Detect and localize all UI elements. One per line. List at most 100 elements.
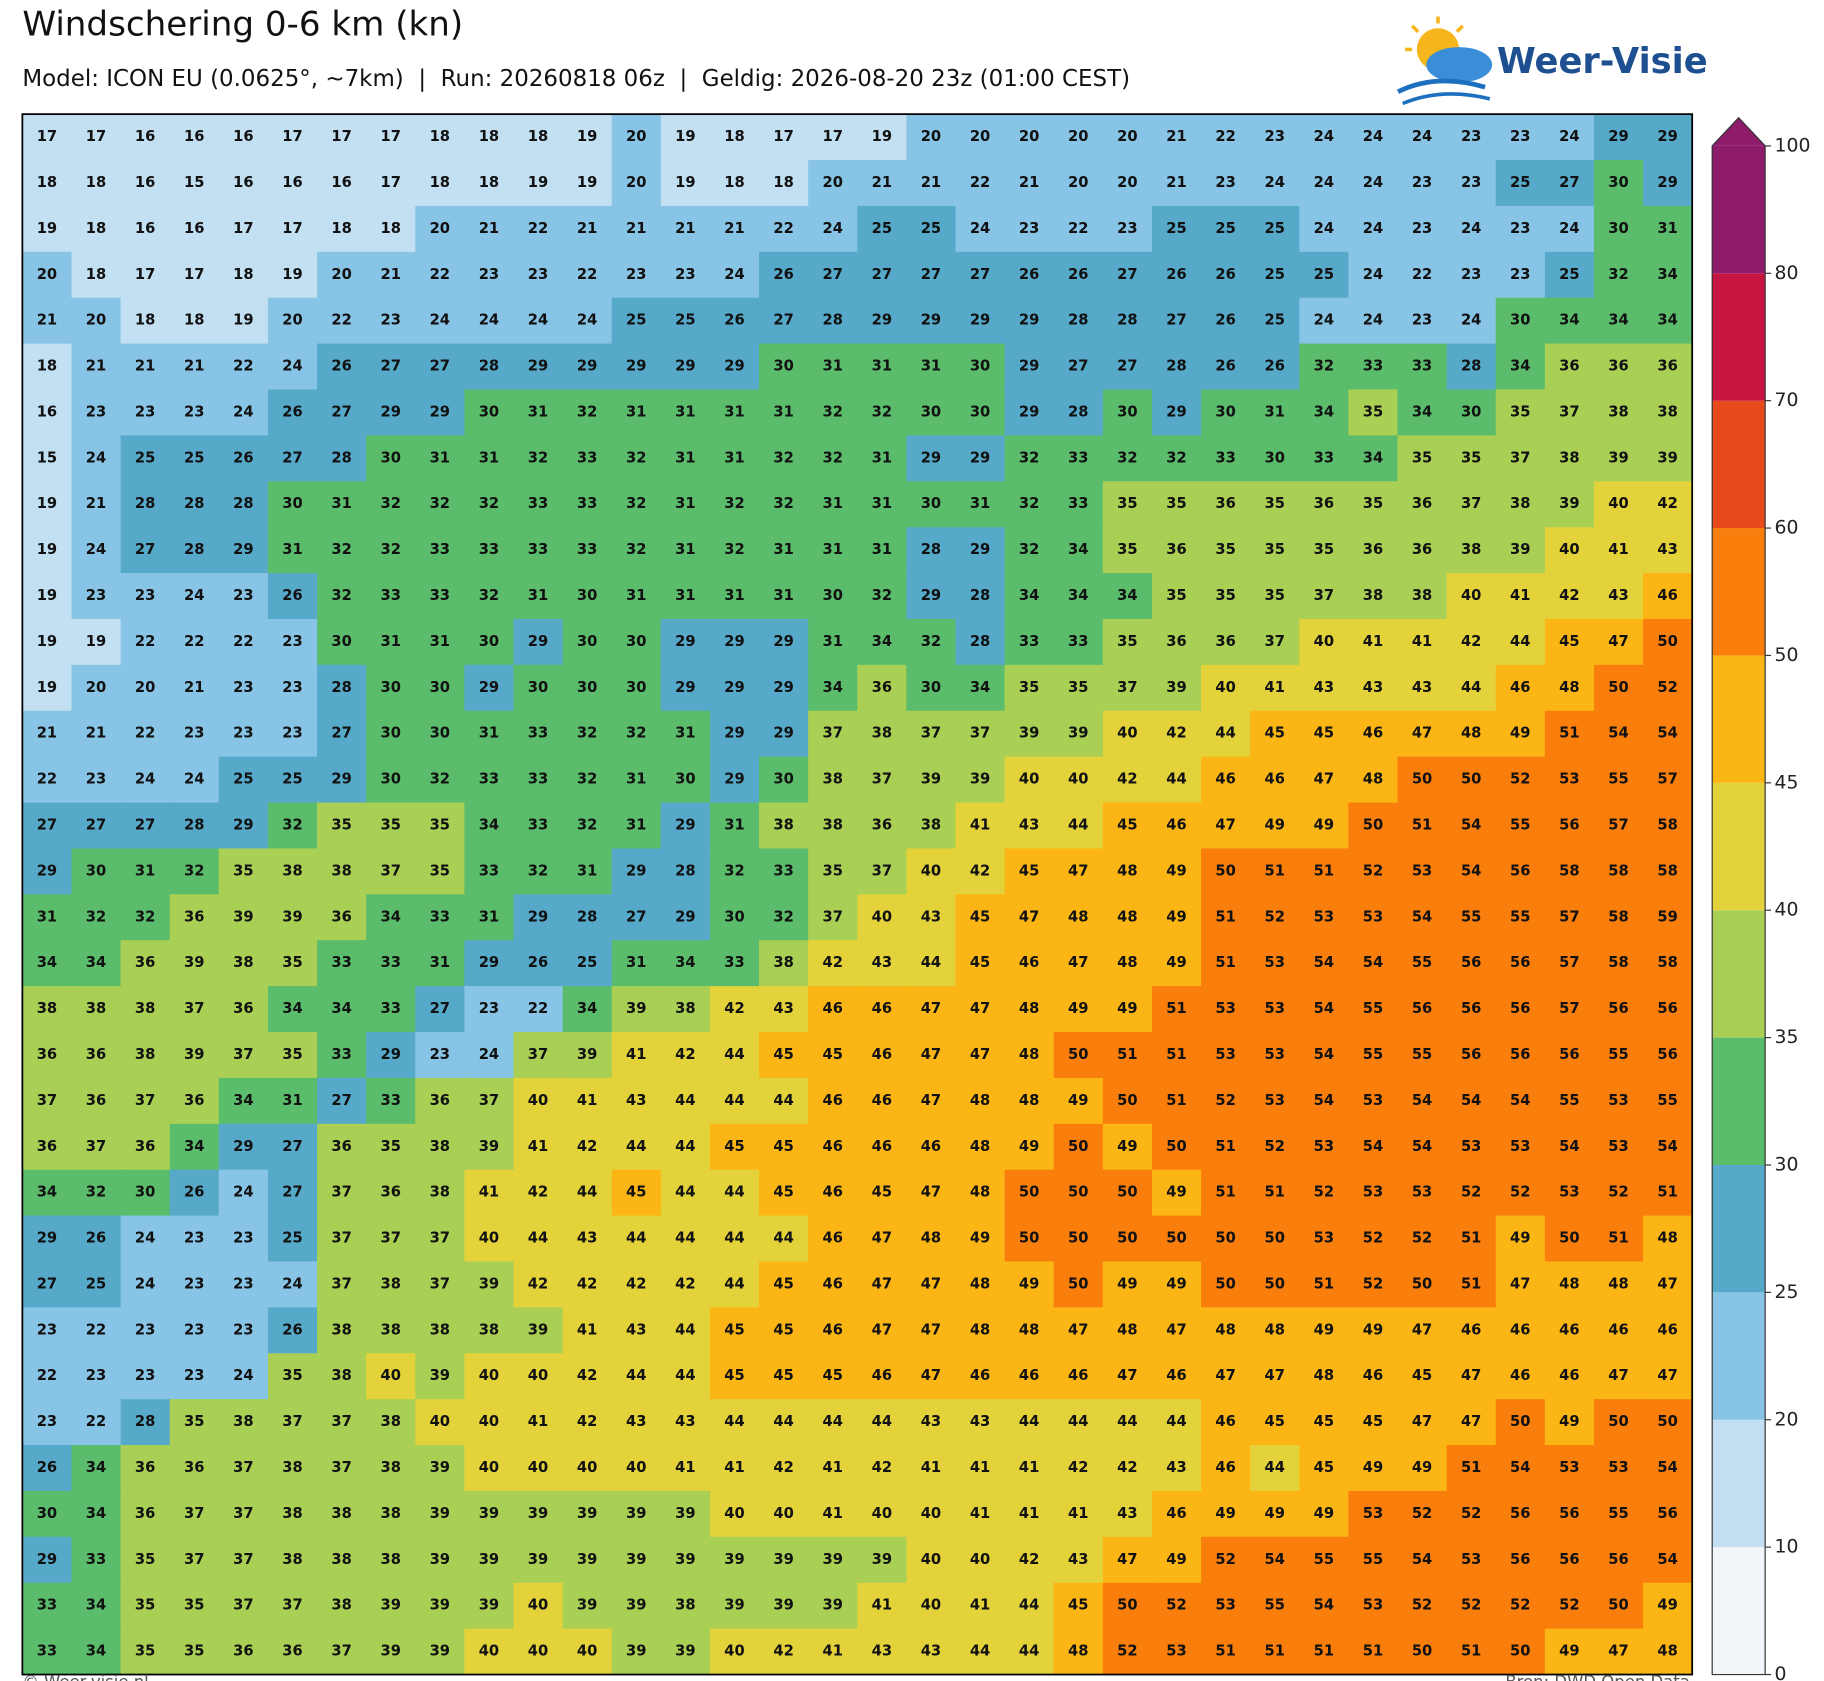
value-label: 28 [970, 633, 990, 650]
value-label: 24 [135, 1275, 155, 1292]
value-label: 57 [1559, 954, 1579, 971]
field-cell [1348, 435, 1399, 483]
field-cell [955, 114, 1006, 161]
value-label: 39 [479, 1275, 499, 1292]
value-label: 30 [626, 633, 646, 650]
field-cell [1593, 1261, 1644, 1309]
value-label: 38 [430, 1138, 450, 1155]
value-label: 36 [233, 1000, 253, 1017]
field-cell [1348, 1536, 1399, 1584]
field-cell [1201, 986, 1251, 1033]
value-label: 49 [1166, 954, 1186, 971]
value-label: 33 [1019, 633, 1039, 650]
field-cell [464, 986, 515, 1033]
value-label: 22 [184, 633, 204, 650]
field-cell [1593, 1490, 1644, 1538]
value-label: 22 [86, 1413, 106, 1430]
field-cell [366, 481, 416, 528]
value-label: 35 [184, 1643, 204, 1660]
value-label: 33 [479, 541, 499, 558]
field-cell [71, 1628, 122, 1676]
field-cell [906, 1628, 957, 1676]
field-cell [169, 1032, 220, 1079]
value-label: 22 [577, 266, 597, 283]
value-label: 35 [135, 1551, 155, 1568]
field-cell [513, 1628, 564, 1676]
value-label: 53 [1461, 1138, 1481, 1155]
field-cell [464, 389, 515, 437]
value-label: 38 [282, 1551, 302, 1568]
field-cell [1348, 894, 1399, 941]
value-label: 33 [577, 541, 597, 558]
field-cell [513, 114, 564, 161]
field-cell [317, 664, 367, 712]
value-label: 48 [1461, 725, 1481, 742]
field-cell [1495, 710, 1546, 758]
value-label: 46 [1215, 1459, 1235, 1476]
field-cell [1446, 1536, 1497, 1584]
field-cell [366, 1307, 416, 1354]
field-cell [1593, 435, 1644, 483]
value-label: 37 [822, 725, 842, 742]
field-cell [415, 1215, 466, 1263]
field-cell [513, 1307, 564, 1354]
field-cell [415, 1169, 466, 1217]
field-cell [1446, 940, 1497, 987]
field-cell [1053, 297, 1104, 345]
field-cell [562, 297, 613, 345]
value-label: 53 [1559, 771, 1579, 788]
field-cell [1593, 527, 1644, 574]
field-cell [22, 527, 73, 574]
field-cell [1299, 802, 1350, 850]
value-label: 31 [282, 1092, 302, 1109]
field-cell [1397, 848, 1448, 896]
value-label: 47 [1412, 1321, 1432, 1338]
field-cell [808, 205, 858, 253]
colorbar-extend [1712, 117, 1766, 146]
field-cell [1544, 1169, 1595, 1217]
value-label: 34 [380, 908, 400, 925]
value-label: 30 [675, 771, 695, 788]
value-label: 29 [233, 1138, 253, 1155]
value-label: 22 [1068, 220, 1088, 237]
value-label: 37 [331, 1643, 351, 1660]
field-cell [1151, 389, 1202, 437]
field-cell [611, 343, 662, 391]
value-label: 51 [1166, 1046, 1186, 1063]
field-cell [1397, 1307, 1448, 1354]
field-cell [22, 160, 73, 207]
value-label: 45 [773, 1275, 793, 1292]
value-label: 35 [233, 862, 253, 879]
value-label: 41 [970, 1597, 990, 1614]
field-cell [709, 160, 760, 207]
field-cell [1348, 1399, 1399, 1446]
value-label: 28 [921, 541, 941, 558]
value-label: 50 [1215, 1230, 1235, 1247]
field-cell [955, 1032, 1006, 1079]
field-cell [1643, 1490, 1693, 1538]
value-label: 51 [1215, 908, 1235, 925]
value-label: 41 [675, 1459, 695, 1476]
field-cell [808, 1307, 858, 1354]
value-label: 29 [37, 1230, 57, 1247]
value-label: 29 [970, 449, 990, 466]
value-label: 28 [184, 816, 204, 833]
field-cell [317, 297, 367, 345]
field-cell [169, 1353, 220, 1400]
value-label: 36 [1412, 495, 1432, 512]
value-label: 44 [528, 1230, 548, 1247]
field-cell [1102, 1490, 1153, 1538]
value-label: 33 [1412, 358, 1432, 375]
field-cell [1201, 710, 1251, 758]
field-cell [1593, 710, 1644, 758]
field-cell [562, 894, 613, 941]
value-label: 27 [430, 1000, 450, 1017]
field-cell [611, 986, 662, 1033]
value-label: 38 [380, 1505, 400, 1522]
field-cell [759, 710, 809, 758]
value-label: 51 [1215, 954, 1235, 971]
field-cell [660, 114, 711, 161]
field-cell [415, 343, 466, 391]
field-cell [709, 1536, 760, 1584]
value-label: 56 [1559, 1046, 1579, 1063]
